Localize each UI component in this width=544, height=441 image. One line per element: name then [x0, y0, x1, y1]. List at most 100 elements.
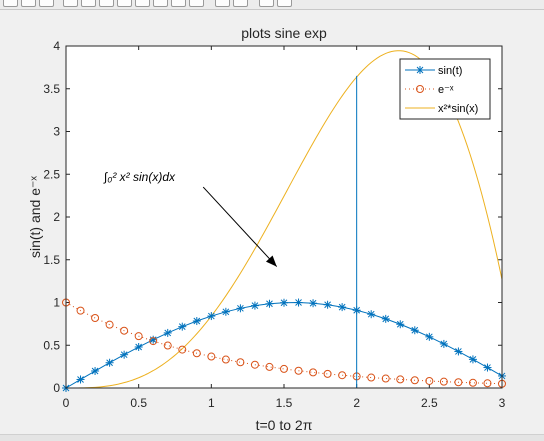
figure-toolbar: [0, 0, 544, 10]
exp-point: [221, 355, 230, 364]
sin-point: [425, 332, 434, 341]
sin-point: [250, 301, 259, 310]
exp-point: [454, 378, 463, 387]
sin-point: [381, 314, 390, 323]
exp-point: [178, 345, 187, 354]
exp-point: [323, 369, 332, 378]
legend-label: sin(t): [438, 65, 462, 77]
x-tick-label: 1: [208, 396, 215, 410]
exp-point: [309, 368, 318, 377]
sin-point: [309, 299, 318, 308]
exp-point: [396, 375, 405, 384]
print-icon[interactable]: [39, 0, 54, 7]
exp-point: [236, 358, 245, 367]
sin-point: [323, 300, 332, 309]
legend-entry-x2sinx[interactable]: x²*sin(x): [405, 103, 478, 115]
legend-entry-sin[interactable]: sin(t): [405, 65, 462, 77]
exp-point: [105, 320, 114, 329]
y-tick-label: 0: [53, 381, 60, 395]
hide-plot-tools-icon[interactable]: [259, 0, 274, 7]
legend[interactable]: sin(t) e⁻ˣ x²*sin(x): [399, 58, 491, 120]
pan-icon[interactable]: [117, 0, 132, 7]
link-icon[interactable]: [189, 0, 204, 7]
y-tick-label: 0.5: [43, 338, 60, 352]
y-ticks: 0 0.5 1 1.5 2 2.5 3 3.5 4: [43, 39, 502, 395]
sin-point: [454, 347, 463, 356]
sin-point: [178, 322, 187, 331]
exp-point: [381, 374, 390, 383]
sin-point: [265, 299, 274, 308]
plot-svg: plots sine exp 0 0.5 1 1.5 2 2.5 3 0 0.5 1 1.5 2 2.…: [0, 10, 544, 434]
sin-point: [483, 363, 492, 372]
legend-label: e⁻ˣ: [438, 84, 454, 96]
annotation-arrow-head: [265, 255, 277, 267]
exp-point: [483, 379, 492, 388]
show-plot-tools-icon[interactable]: [277, 0, 292, 7]
exp-point: [439, 377, 448, 386]
zoom-out-icon[interactable]: [99, 0, 114, 7]
sin-point: [468, 355, 477, 364]
legend-entry-exp[interactable]: e⁻ˣ: [405, 84, 454, 96]
data-cursor-icon[interactable]: [153, 0, 168, 7]
legend-marker-star: [416, 66, 424, 74]
exp-point: [91, 314, 100, 323]
legend-label: x²*sin(x): [438, 103, 478, 115]
pointer-icon[interactable]: [63, 0, 78, 7]
sin-point: [221, 307, 230, 316]
exp-point: [410, 376, 419, 385]
sin-point: [105, 358, 114, 367]
sin-point: [439, 339, 448, 348]
legend-icon[interactable]: [233, 0, 248, 7]
sin-point: [91, 367, 100, 376]
x-tick-label: 1.5: [276, 396, 293, 410]
exp-point: [294, 366, 303, 375]
exp-point: [149, 337, 158, 346]
axes-box: [65, 45, 503, 389]
brush-icon[interactable]: [171, 0, 186, 7]
legend-marker-circle: [416, 85, 424, 93]
y-tick-label: 1: [53, 296, 60, 310]
sin-point: [76, 375, 85, 384]
exp-point: [192, 349, 201, 358]
legend-box: [399, 58, 491, 120]
exp-point: [120, 326, 129, 335]
x-tick-label: 0: [63, 396, 70, 410]
exp-point: [250, 360, 259, 369]
save-icon[interactable]: [21, 0, 36, 7]
sin-point: [410, 326, 419, 335]
exp-point: [76, 306, 85, 315]
y-tick-label: 3: [53, 125, 60, 139]
formula-annotation: ∫₀² x² sin(x)dx: [103, 170, 176, 184]
annotations: ∫₀² x² sin(x)dx: [103, 75, 358, 388]
sin-point: [294, 298, 303, 307]
sin-point: [163, 328, 172, 337]
y-tick-label: 2: [53, 210, 60, 224]
sin-point: [120, 350, 129, 359]
x-axis-label: t=0 to 2π: [256, 417, 313, 433]
sin-point: [396, 320, 405, 329]
rotate-icon[interactable]: [135, 0, 150, 7]
zoom-in-icon[interactable]: [81, 0, 96, 7]
exp-point: [338, 371, 347, 380]
series-line-exp: [65, 302, 503, 385]
y-tick-label: 3.5: [43, 82, 60, 96]
sin-point: [134, 343, 143, 352]
sin-point: [207, 312, 216, 321]
folder-icon[interactable]: [3, 0, 18, 7]
exp-point: [367, 373, 376, 382]
exp-point: [468, 378, 477, 387]
annotation-arrow: [202, 186, 278, 267]
exp-point: [265, 362, 274, 371]
y-tick-label: 1.5: [43, 253, 60, 267]
chart-title: plots sine exp: [241, 25, 327, 41]
colorbar-icon[interactable]: [215, 0, 230, 7]
exp-point: [280, 364, 288, 373]
x-tick-label: 2: [353, 396, 360, 410]
x-tick-label: 2.5: [421, 396, 438, 410]
sin-point: [280, 298, 288, 307]
sin-point: [338, 303, 347, 312]
sin-point: [192, 317, 201, 326]
x-tick-label: 3: [499, 396, 506, 410]
x-tick-label: 0.5: [130, 396, 147, 410]
sin-point: [236, 304, 245, 313]
